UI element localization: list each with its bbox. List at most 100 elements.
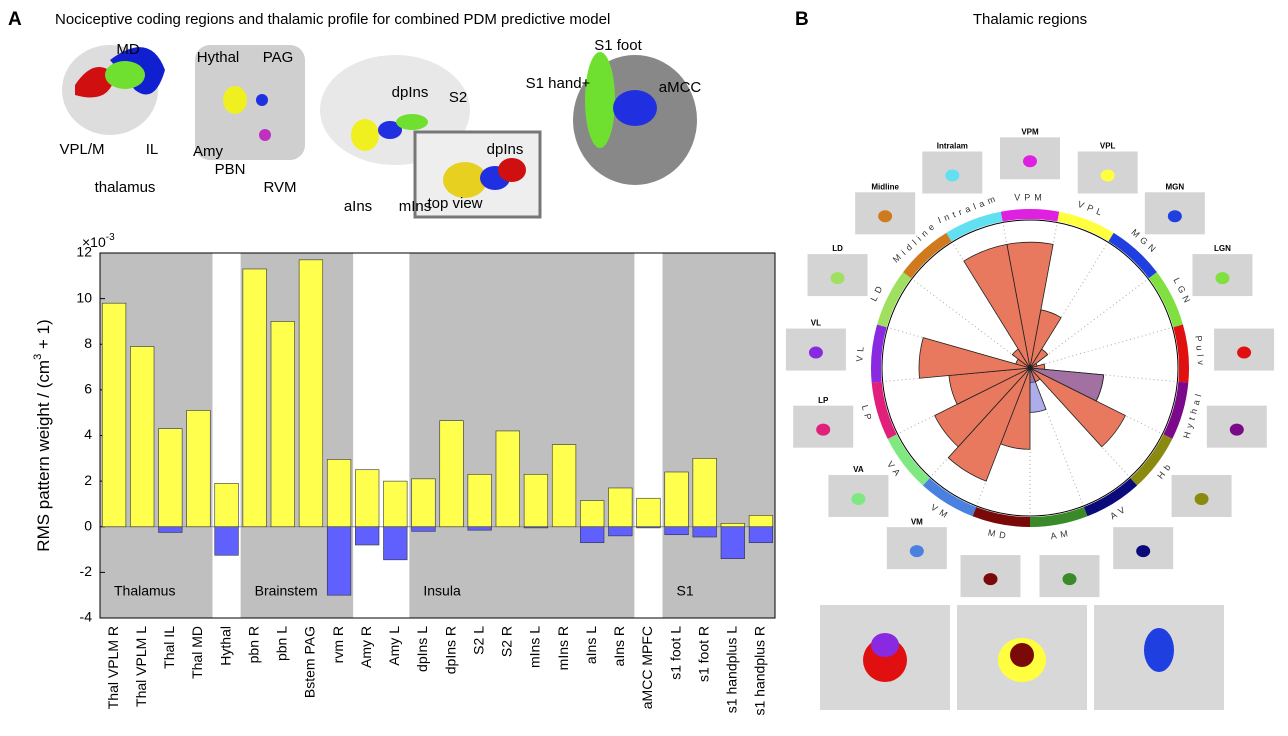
bar (524, 527, 548, 528)
panel-letter: A (8, 9, 22, 30)
ring-label: MD (987, 528, 1010, 542)
axis-multiplier: ×10-3 (82, 232, 115, 250)
thumbnail-region (816, 424, 830, 436)
thumbnail-label: Midline (871, 182, 899, 191)
ring-segment (1178, 326, 1184, 382)
ring-label: VPM (1014, 192, 1046, 202)
bar (749, 527, 773, 543)
brain-label: PAG (263, 49, 294, 66)
brain-images (62, 45, 697, 217)
brain-label: top view (427, 195, 482, 212)
ring-label: VL (854, 342, 866, 362)
thumbnail-label: LD (832, 244, 843, 253)
panel-title: Nociceptive coding regions and thalamic … (55, 11, 610, 28)
thumbnail-region (1101, 170, 1115, 182)
group-label: Insula (423, 583, 461, 599)
thumbnail-region (910, 545, 924, 557)
x-tick-label: Thal VPLM R (105, 626, 121, 709)
bar (215, 483, 239, 526)
thumbnail-region (1136, 545, 1150, 557)
bar (665, 527, 689, 535)
thumbnail-label: LP (818, 396, 829, 405)
x-tick-label: mIns R (555, 626, 571, 670)
y-tick-label: 6 (84, 381, 92, 397)
thumbnail-region (1168, 210, 1182, 222)
ring-segment (1002, 214, 1059, 217)
brain-label: S1 foot (594, 37, 642, 54)
brain-label: dpIns (392, 84, 429, 101)
group-band (663, 253, 776, 618)
y-tick-label: -4 (80, 609, 93, 625)
y-tick-label: 8 (84, 335, 92, 351)
brain-label: Amy (193, 143, 224, 160)
x-tick-label: Thal IL (161, 626, 177, 669)
bar (524, 474, 548, 526)
thumbnail-region (1237, 347, 1251, 359)
thumbnail-region (945, 170, 959, 182)
x-tick-label: pbn L (274, 626, 290, 661)
bar (440, 421, 464, 527)
ring-segment (876, 326, 882, 382)
group-label: Brainstem (255, 583, 318, 599)
thumbnail-region (1195, 493, 1209, 505)
y-tick-label: -2 (80, 563, 93, 579)
figure: A Nociceptive coding regions and thalamic… (0, 0, 1288, 736)
bar (580, 527, 604, 543)
brain-label: IL (146, 141, 159, 158)
bar (243, 269, 267, 527)
panel-title: Thalamic regions (973, 11, 1087, 28)
thumbnail-label: Intralam (937, 142, 968, 151)
brain-label: dpIns (487, 141, 524, 158)
bar (159, 429, 183, 527)
x-tick-label: pbn R (245, 626, 261, 663)
bar (721, 527, 745, 559)
bar (215, 527, 239, 556)
ring-label: AV (1108, 503, 1130, 522)
bar (468, 527, 492, 530)
thumbnail-region (1215, 272, 1229, 284)
ring-label: LD (868, 281, 886, 303)
bar (271, 321, 295, 526)
bar (412, 479, 436, 527)
axial-slices (820, 605, 1224, 710)
bar (609, 527, 633, 536)
bar (637, 527, 661, 528)
brain-label: RVM (263, 179, 296, 196)
brain-label: aMCC (659, 79, 702, 96)
bar (693, 458, 717, 526)
bar (384, 481, 408, 527)
thumbnail-region (831, 272, 845, 284)
bar (609, 488, 633, 527)
x-tick-label: Amy L (386, 626, 402, 666)
ring-label: AM (1050, 528, 1073, 542)
x-tick-label: S2 L (470, 626, 486, 655)
thumbnail-region (1063, 573, 1077, 585)
group-label: S1 (677, 583, 694, 599)
bar (693, 527, 717, 537)
y-tick-label: 0 (84, 517, 92, 533)
ylabel-text: + 1) (34, 319, 53, 354)
x-tick-label: Thal VPLM L (133, 626, 149, 707)
bar (355, 527, 379, 545)
bar (159, 527, 183, 533)
bar (355, 470, 379, 527)
multiplier-exponent: -3 (106, 232, 115, 243)
thumbnail-region (983, 573, 997, 585)
thumbnail-label: MGN (1166, 182, 1185, 191)
bar (327, 527, 351, 595)
bar (580, 501, 604, 527)
x-tick-label: aIns L (583, 626, 599, 664)
brain-label: MD (116, 41, 139, 58)
thumbnail-region (851, 493, 865, 505)
bar (468, 474, 492, 526)
x-tick-label: mIns L (527, 626, 543, 668)
bar (552, 445, 576, 527)
bar (187, 410, 211, 526)
brain-label: Hythal (197, 49, 240, 66)
panel-letter: B (795, 9, 809, 30)
x-tick-label: S2 R (499, 626, 515, 657)
y-tick-label: 2 (84, 472, 92, 488)
bar (412, 527, 436, 532)
bar (637, 498, 661, 527)
brain-label: VPL/M (59, 141, 104, 158)
